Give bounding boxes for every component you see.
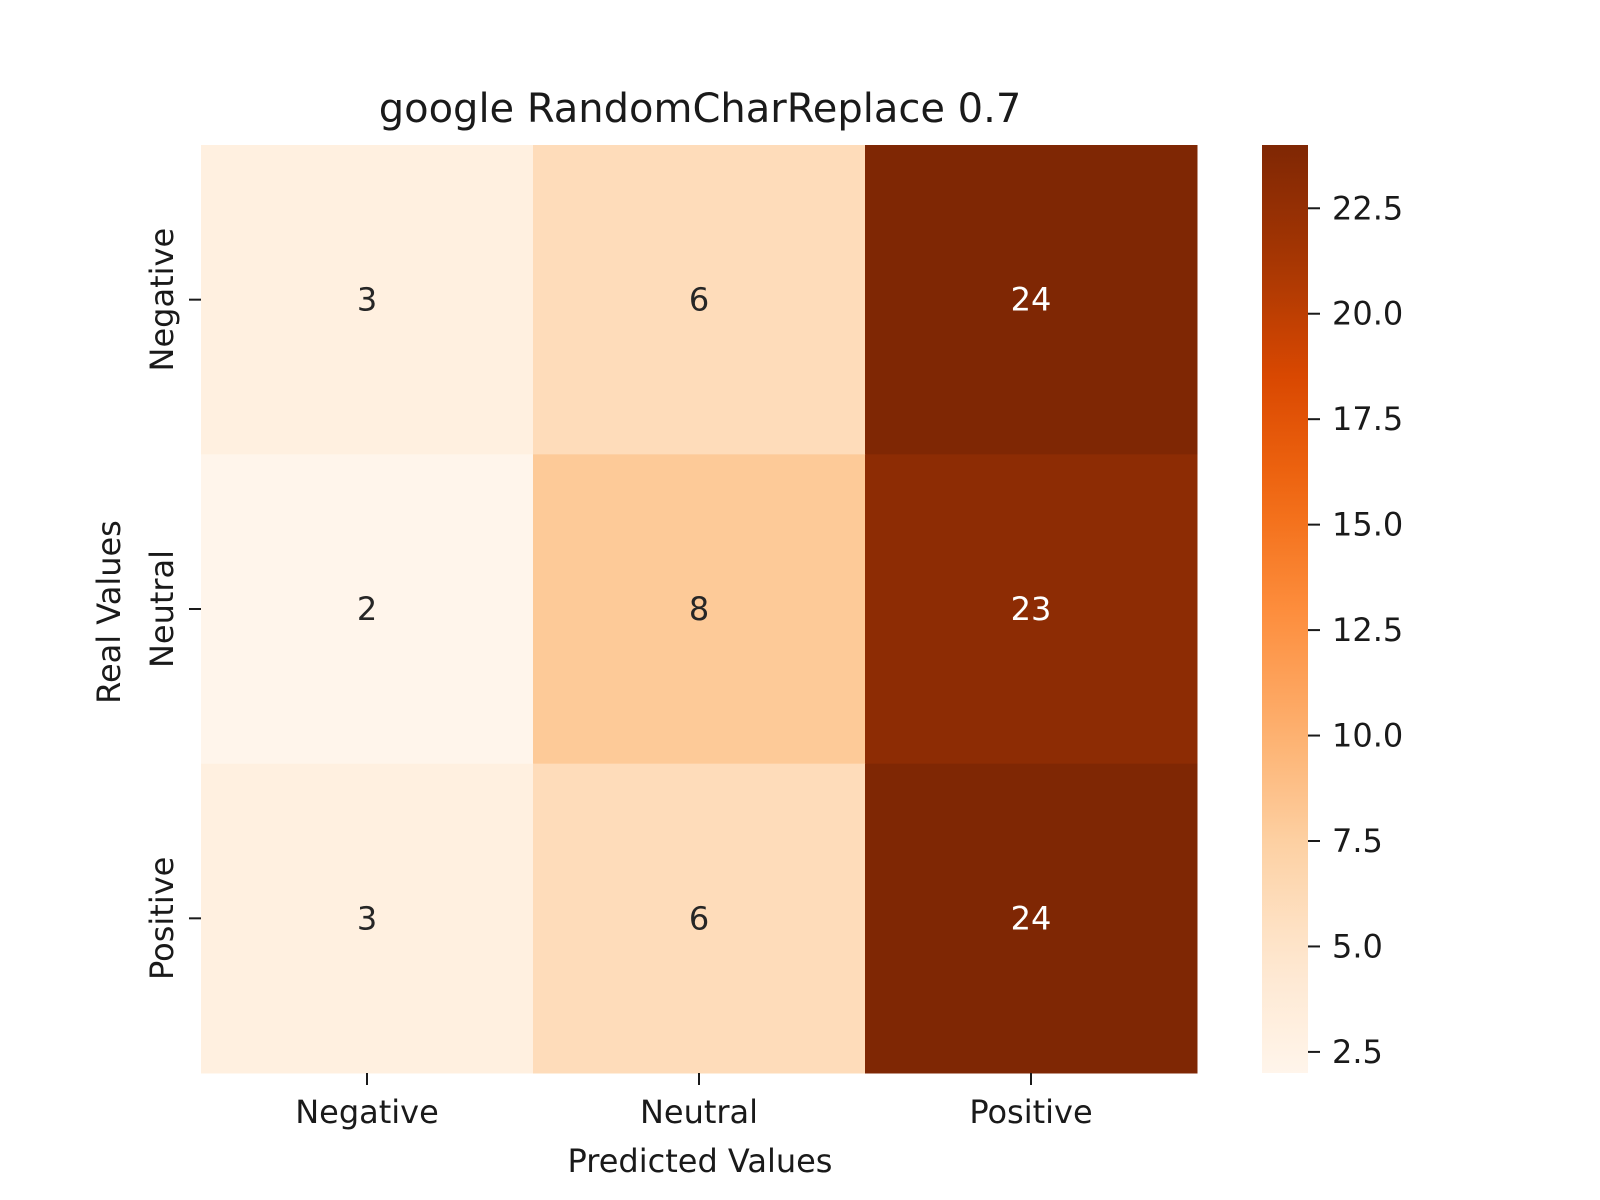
heatmap-cell [201,763,534,1074]
y-tick-label: Negative [143,228,181,372]
cell-value-label: 3 [357,281,377,319]
heatmap-cell [533,145,866,455]
x-tick-label: Negative [295,1093,439,1131]
x-tick-label: Neutral [640,1093,758,1131]
colorbar-tick-label: 17.5 [1332,400,1403,438]
colorbar-tick-label: 2.5 [1332,1033,1383,1071]
colorbar-tick-label: 12.5 [1332,611,1403,649]
x-tick-label: Positive [969,1093,1092,1131]
heatmap-cell [865,454,1198,765]
x-axis-ticks: Negative Neutral Positive [295,1073,1093,1131]
chart-title: google RandomCharReplace 0.7 [379,86,1022,132]
cell-value-label: 6 [689,281,709,319]
heatmap-cells: 3 6 24 2 8 23 3 6 24 [201,145,1198,1074]
colorbar-ticks: 2.5 5.0 7.5 10.0 12.5 15.0 17.5 20.0 22.5 [1308,189,1403,1071]
heatmap-cell [201,454,534,765]
colorbar-tick-label: 15.0 [1332,506,1403,544]
colorbar-tick-label: 22.5 [1332,189,1403,227]
y-tick-label: Positive [143,857,181,980]
colorbar-tick-label: 10.0 [1332,717,1403,755]
cell-value-label: 8 [689,590,709,628]
heatmap-cell [865,145,1198,455]
heatmap-cell [865,763,1198,1074]
heatmap-cell [201,145,534,455]
y-tick-label: Neutral [143,550,181,668]
cell-value-label: 3 [357,899,377,937]
heatmap-cell [533,454,866,765]
colorbar [1262,145,1308,1073]
cell-value-label: 6 [689,899,709,937]
cell-value-label: 23 [1011,590,1052,628]
x-axis-label: Predicted Values [568,1142,833,1180]
colorbar-tick-label: 5.0 [1332,927,1383,965]
cell-value-label: 2 [357,590,377,628]
colorbar-tick-label: 7.5 [1332,822,1383,860]
colorbar-tick-label: 20.0 [1332,295,1403,333]
y-axis-ticks: Negative Neutral Positive [143,228,201,980]
cell-value-label: 24 [1011,281,1052,319]
cell-value-label: 24 [1011,899,1052,937]
heatmap-cell [533,763,866,1074]
y-axis-label: Real Values [90,520,128,704]
